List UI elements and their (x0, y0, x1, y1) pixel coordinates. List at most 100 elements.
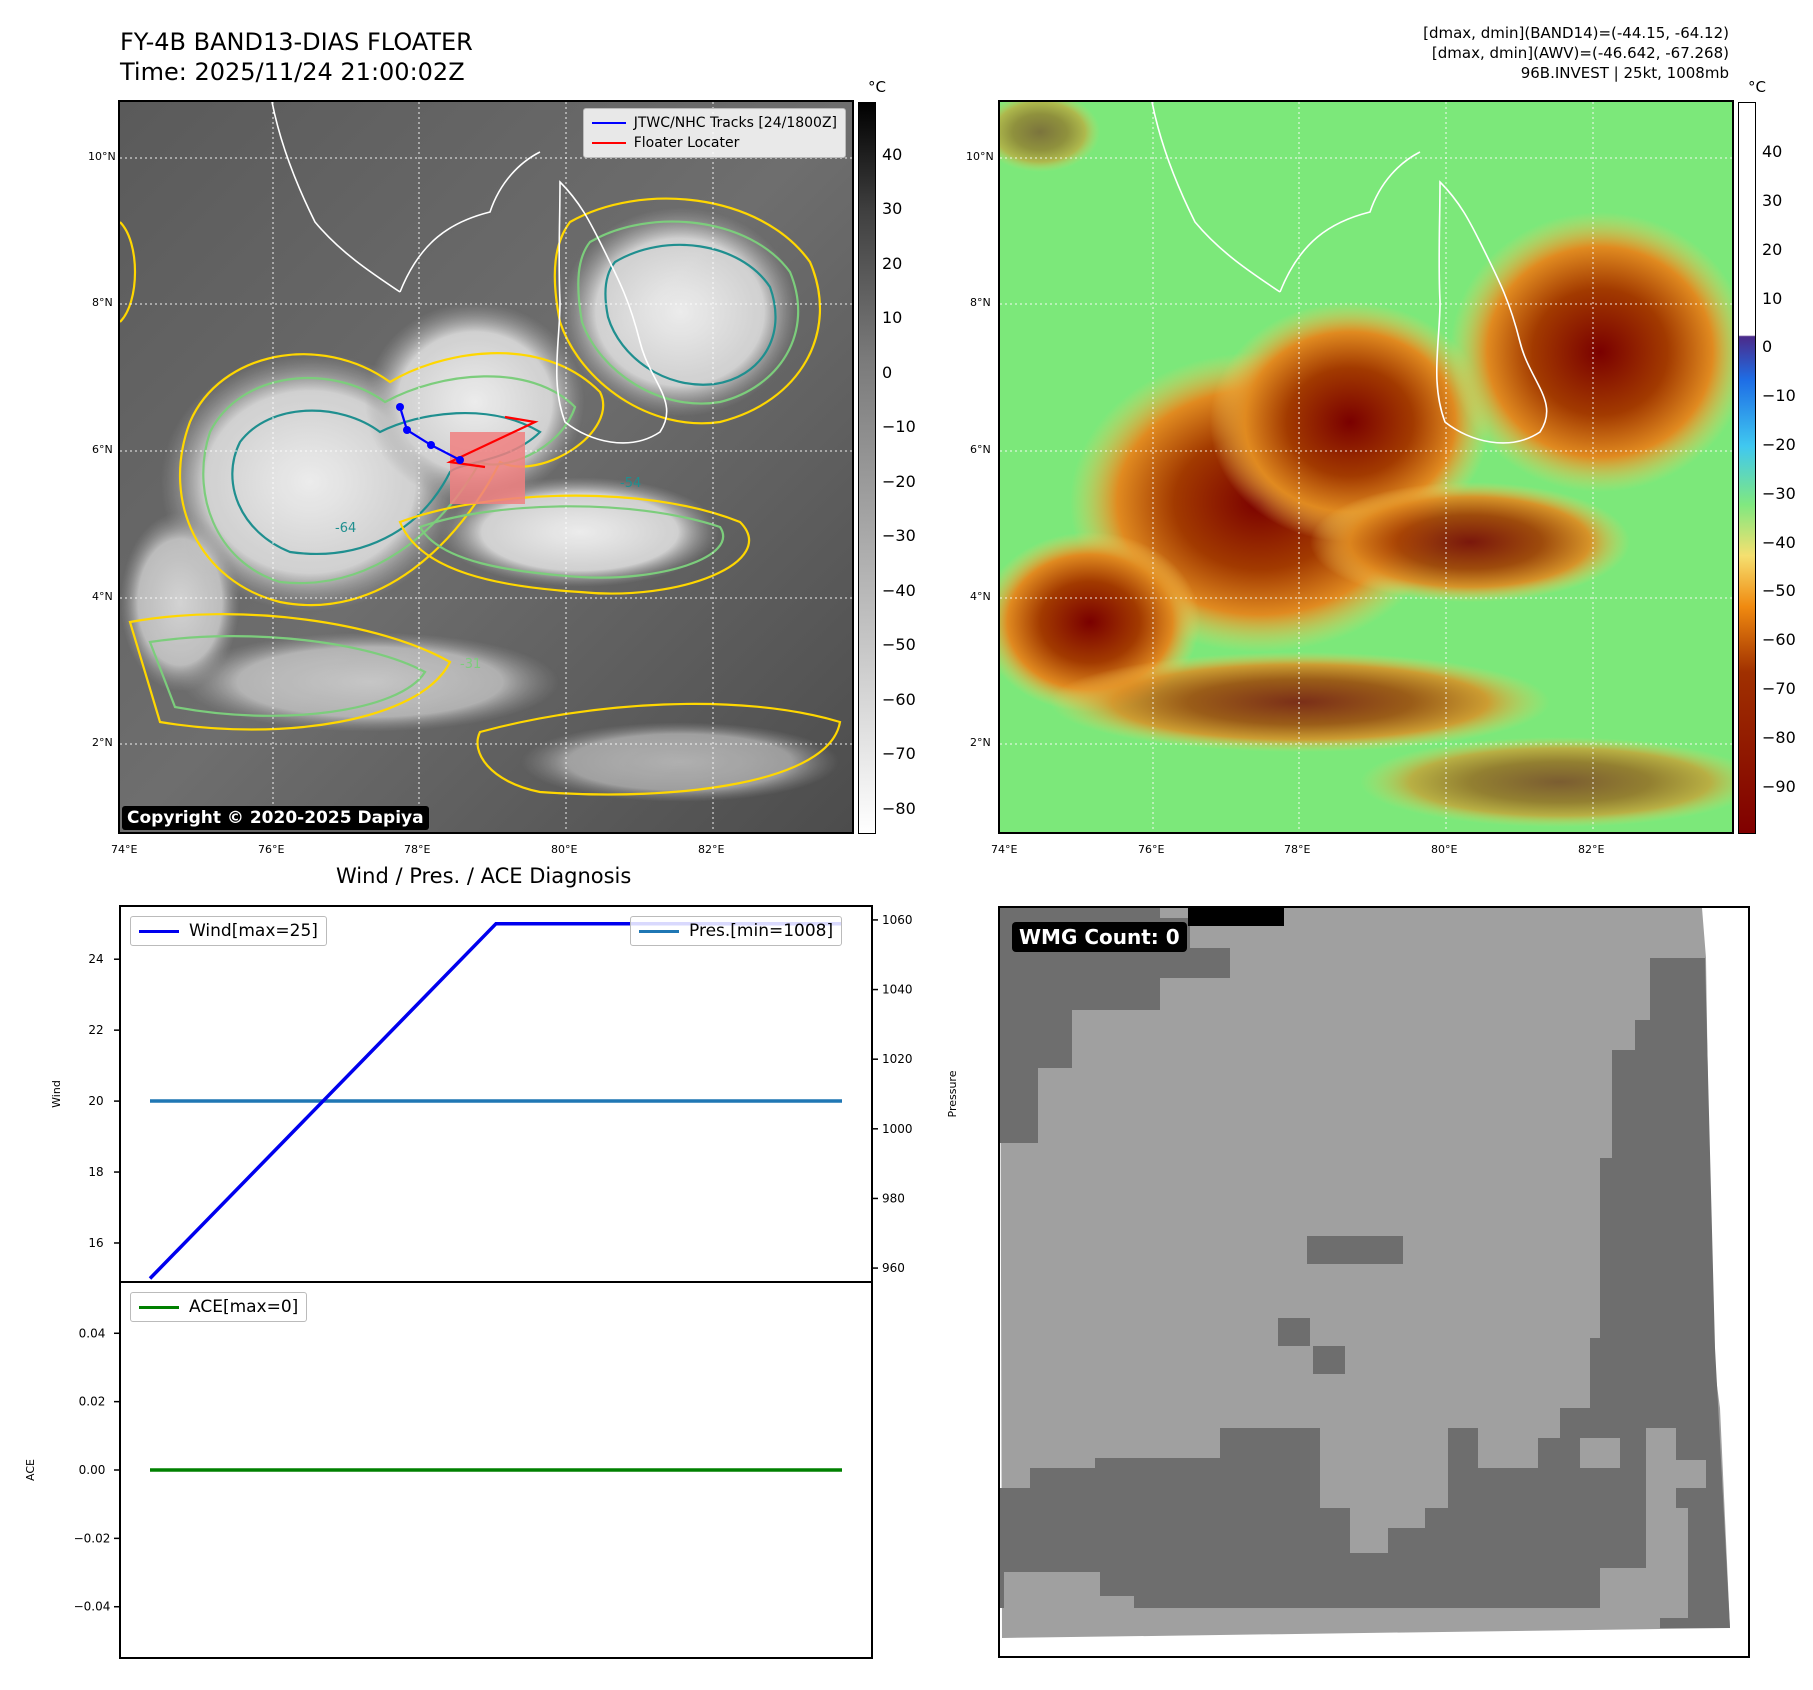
cb-tick: −30 (882, 526, 916, 545)
wind-pres-axes (119, 905, 873, 1283)
contour-label-31: -31 (460, 657, 481, 672)
pressure-ylabel: Pressure (946, 1070, 959, 1117)
jtwc-track (396, 403, 464, 464)
lat-label: 8°N (970, 296, 991, 309)
locater-legend-label: Floater Locater (633, 135, 740, 151)
pressure-legend-swatch (639, 929, 679, 933)
pressure-tick-label: 1020 (882, 1052, 913, 1066)
figure-time: Time: 2025/11/24 21:00:02Z (120, 58, 465, 86)
cb-tick: 0 (1762, 337, 1773, 356)
grid-lines (120, 102, 852, 832)
lon-label: 82°E (698, 843, 725, 856)
ace-legend-label: ACE[max=0] (189, 1297, 299, 1317)
floater-locater (446, 415, 539, 504)
cb-tick: −70 (882, 744, 916, 763)
lon-label: 80°E (1431, 843, 1458, 856)
ir-map-panel: -64 -54 -31 JTWC/NHC Tracks [24/1800Z] F… (118, 100, 854, 834)
cb-tick: 10 (1762, 289, 1783, 308)
cb-tick: −80 (882, 799, 916, 818)
lon-label: 76°E (258, 843, 285, 856)
lon-label: 82°E (1578, 843, 1605, 856)
contours (120, 197, 842, 796)
cb-tick: −10 (882, 417, 916, 436)
moisture-features (1000, 102, 1732, 827)
contour-label-54: -54 (620, 476, 641, 491)
lat-label: 4°N (92, 590, 113, 603)
lon-label: 80°E (551, 843, 578, 856)
awv-map-panel (998, 100, 1734, 834)
coastline (271, 102, 668, 444)
ir-colorbar (858, 102, 876, 834)
pressure-legend-label: Pres.[min=1008] (689, 921, 834, 941)
lat-label: 6°N (970, 443, 991, 456)
ace-tick-label: 0.00 (79, 1463, 106, 1477)
cb-tick: −60 (882, 690, 916, 709)
ace-tick-label: 0.04 (79, 1326, 106, 1340)
wmg-light-patch (1004, 1572, 1134, 1628)
ir-map-legend: JTWC/NHC Tracks [24/1800Z] Floater Locat… (582, 108, 846, 158)
cb-tick: −50 (1762, 581, 1796, 600)
cb-tick: −40 (882, 581, 916, 600)
lon-label: 78°E (404, 843, 431, 856)
lon-label: 78°E (1284, 843, 1311, 856)
coastline (1151, 102, 1548, 444)
contour-label-64: -64 (335, 521, 356, 536)
track-legend-label: JTWC/NHC Tracks [24/1800Z] (633, 115, 837, 131)
lon-label: 76°E (1138, 843, 1165, 856)
wind-legend: Wind[max=25] (130, 916, 327, 946)
ace-legend: ACE[max=0] (130, 1292, 308, 1322)
cb-tick: 10 (882, 308, 903, 327)
ir-map: -64 -54 -31 (120, 102, 852, 832)
lat-label: 8°N (92, 296, 113, 309)
diagnosis-title: Wind / Pres. / ACE Diagnosis (336, 864, 632, 888)
wind-ylabel: Wind (50, 1080, 63, 1108)
wmg-panel: WMG Count: 0 (998, 906, 1750, 1658)
track-legend-swatch (591, 122, 626, 124)
wmg-black-patch (1188, 908, 1284, 926)
info-band14: [dmax, dmin](BAND14)=(-44.15, -64.12) (1423, 24, 1729, 42)
wind-legend-label: Wind[max=25] (189, 921, 318, 941)
wind-tick-label: 20 (88, 1094, 103, 1108)
lat-label: 6°N (92, 443, 113, 456)
wind-tick-label: 16 (88, 1236, 103, 1250)
cb-tick: 0 (882, 363, 893, 382)
wind-axis: 24 22 20 18 16 (88, 952, 120, 1250)
cb-tick: 20 (1762, 240, 1783, 259)
lon-label: 74°E (991, 843, 1018, 856)
pressure-tick-label: 1040 (882, 983, 913, 997)
pressure-tick-label: 980 (882, 1191, 905, 1205)
lat-label: 10°N (966, 150, 994, 163)
figure-title: FY-4B BAND13-DIAS FLOATER (120, 28, 473, 56)
ace-tick-label: −0.04 (74, 1600, 111, 1614)
awv-colorbar (1738, 102, 1756, 834)
pressure-axis: 1060 1040 1020 1000 980 960 (872, 913, 913, 1275)
lat-label: 2°N (970, 736, 991, 749)
ace-tick-label: −0.02 (74, 1531, 111, 1545)
cb-tick: −10 (1762, 386, 1796, 405)
cb-tick: 30 (1762, 191, 1783, 210)
pressure-legend: Pres.[min=1008] (630, 916, 843, 946)
cb-tick: −20 (1762, 435, 1796, 454)
lat-label: 2°N (92, 736, 113, 749)
lat-label: 4°N (970, 590, 991, 603)
ace-ylabel: ACE (24, 1459, 37, 1481)
wind-legend-swatch (139, 929, 179, 933)
cb-tick: −80 (1762, 728, 1796, 747)
grid-lines (1000, 102, 1732, 832)
wind-tick-label: 24 (88, 952, 103, 966)
pressure-tick-label: 1060 (882, 913, 913, 927)
awv-colorbar-unit: °C (1748, 78, 1766, 96)
cb-tick: −40 (1762, 533, 1796, 552)
wmg-count-badge: WMG Count: 0 (1012, 922, 1187, 952)
pressure-tick-label: 960 (882, 1261, 905, 1275)
pressure-tick-label: 1000 (882, 1122, 913, 1136)
copyright-badge: Copyright © 2020-2025 Dapiya (122, 806, 429, 830)
cb-tick: −90 (1762, 777, 1796, 796)
info-awv: [dmax, dmin](AWV)=(-46.642, -67.268) (1431, 44, 1729, 62)
ace-axis: 0.04 0.02 0.00 −0.02 −0.04 (74, 1326, 120, 1614)
info-storm: 96B.INVEST | 25kt, 1008mb (1520, 64, 1729, 82)
wmg-light-patch (1600, 1428, 1706, 1618)
cloud-features (120, 207, 840, 802)
ace-legend-swatch (139, 1305, 179, 1309)
